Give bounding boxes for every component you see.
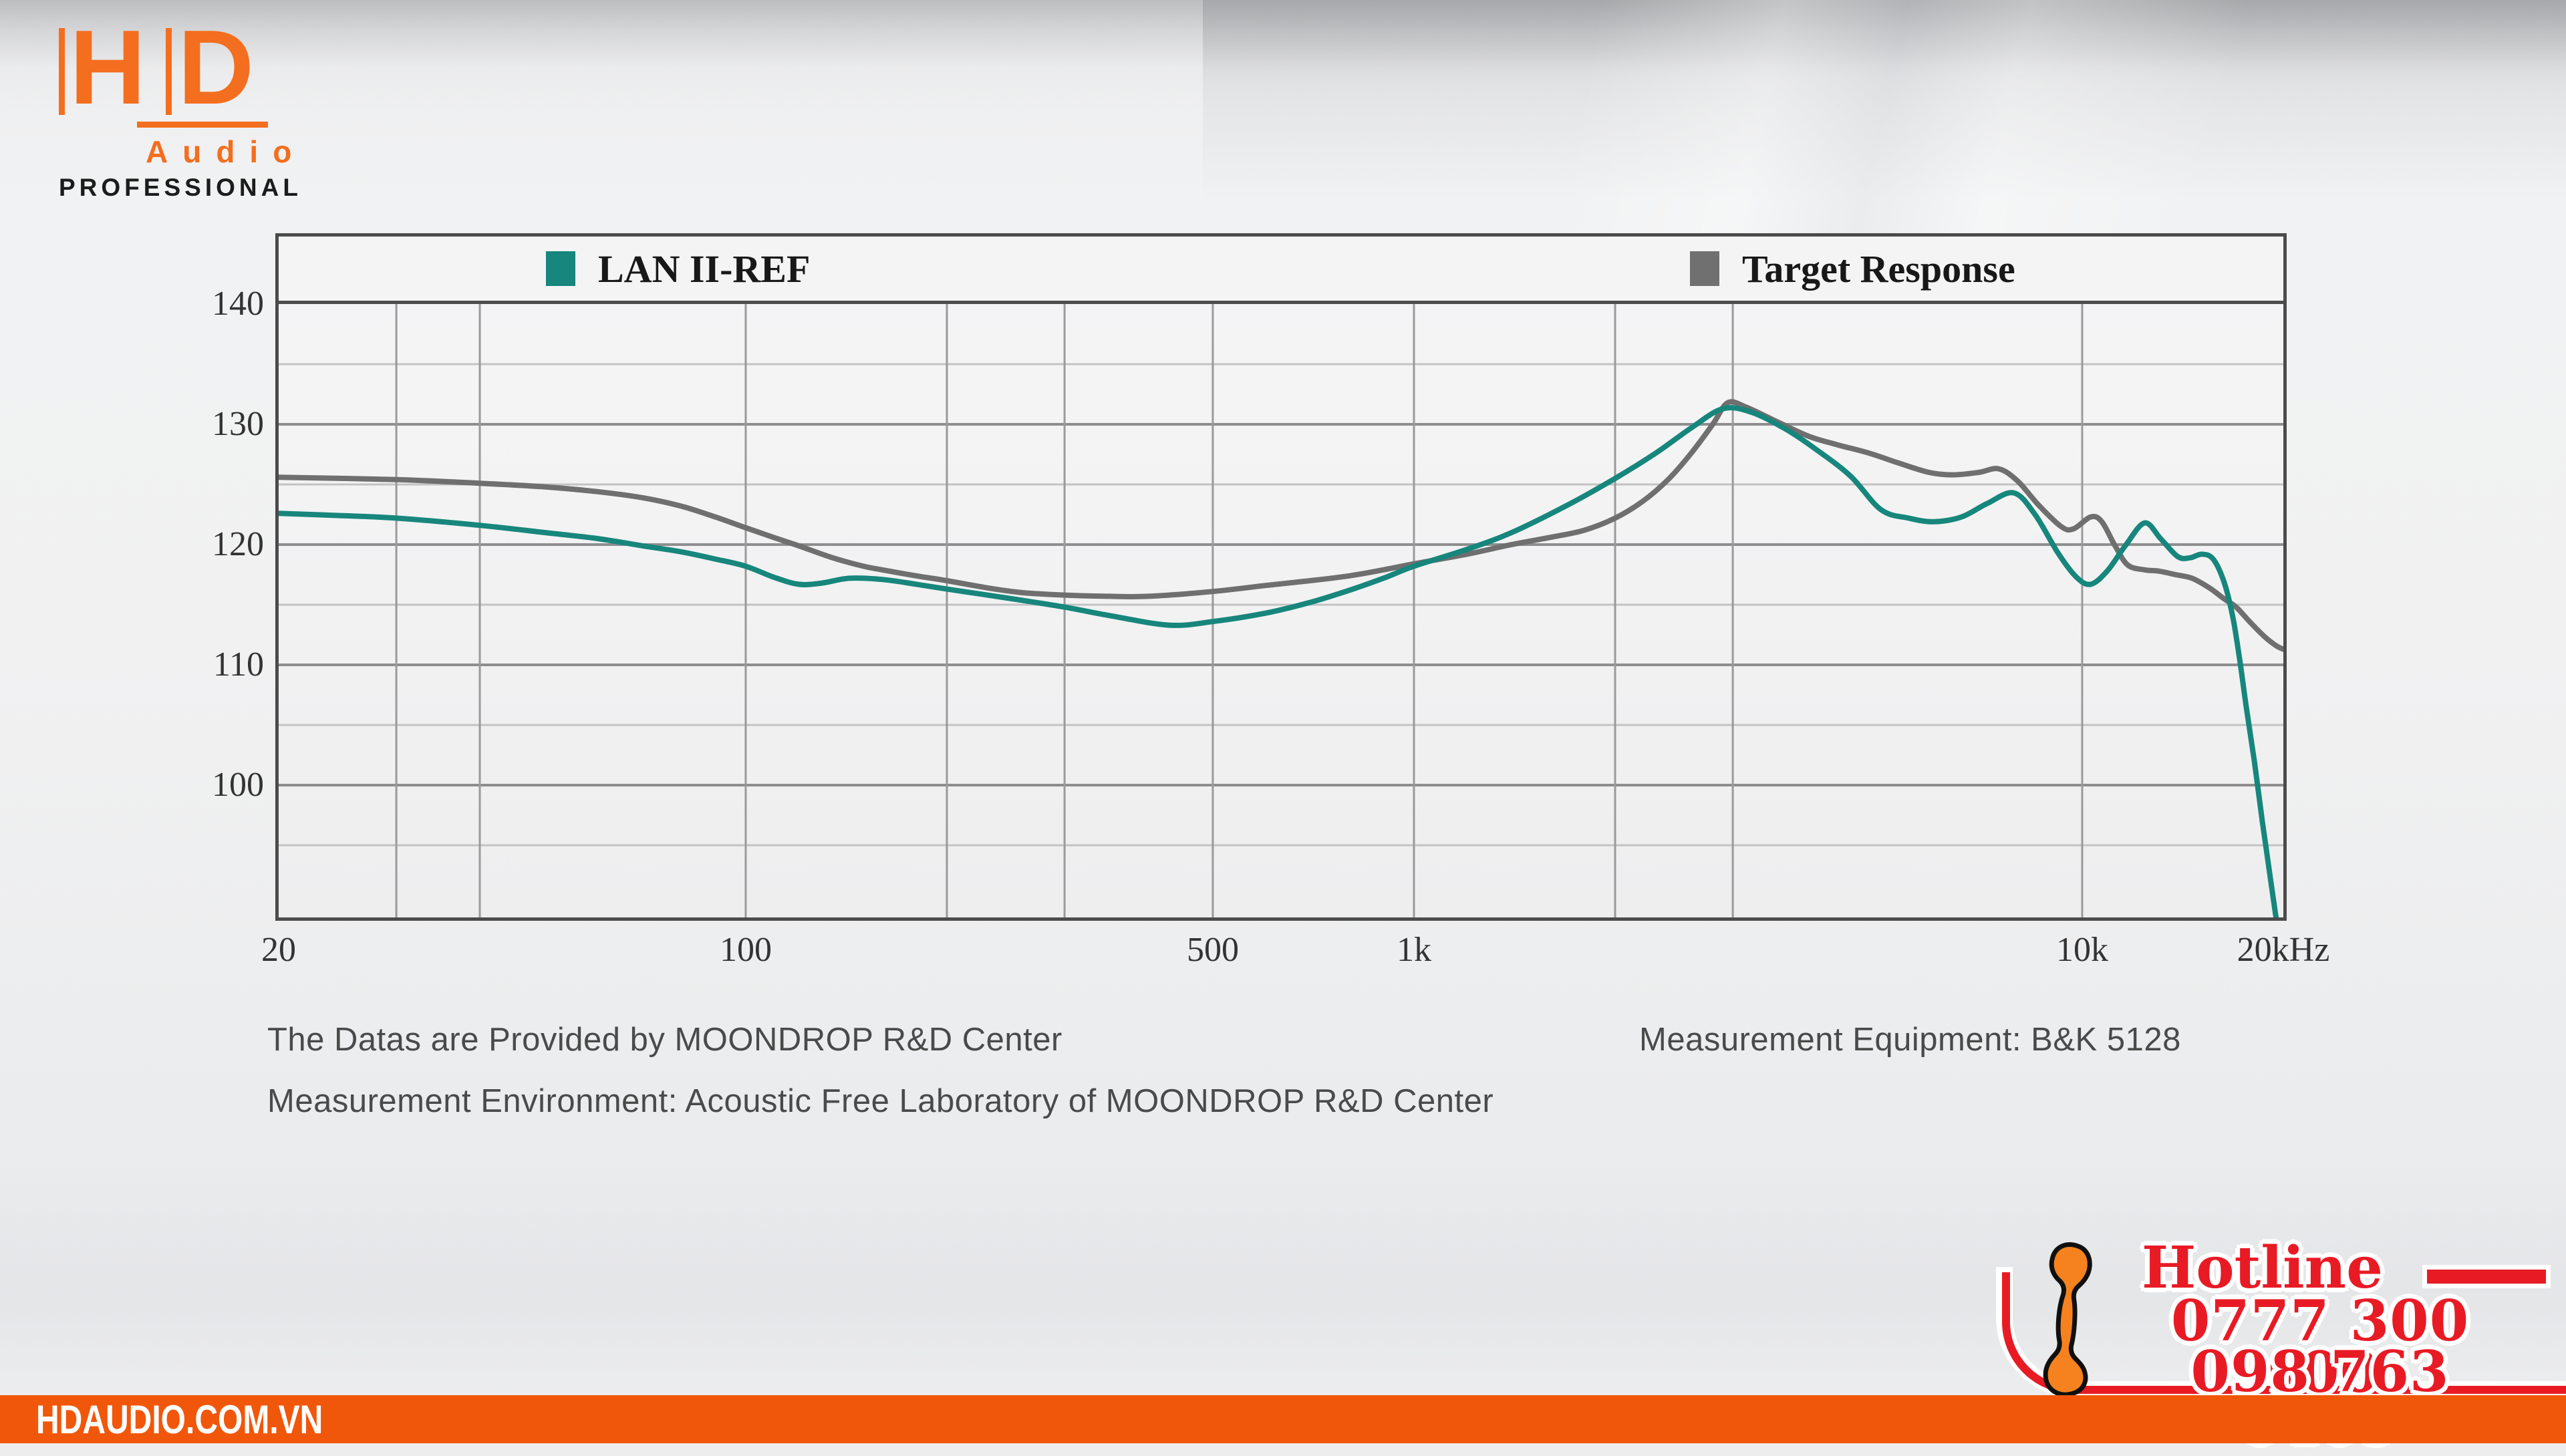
hotline-phone-1: 0777 300 400 (2170, 1288, 2470, 1405)
legend-swatch-teal (546, 251, 575, 286)
x-tick-label-100: 100 (719, 931, 772, 969)
curve-target-response (276, 399, 2286, 652)
hotline-dash (2427, 1270, 2546, 1284)
legend-swatch-gray (1690, 251, 1719, 286)
frequency-response-chart: LAN II-REF Target Response (275, 233, 2287, 921)
x-tick-label-10k: 10k (2055, 931, 2108, 969)
legend-label-lan-ii-ref: LAN II-REF (598, 247, 811, 291)
legend-entry-lan-ii-ref: LAN II-REF (546, 237, 810, 301)
footer-website: HDAUDIO.COM.VN (36, 1397, 323, 1442)
logo-audio-text: Audio (146, 134, 307, 169)
curve-lan-ii-ref (276, 405, 2279, 920)
x-tick-label-20: 20 (261, 931, 296, 969)
y-tick-label-130: 130 (212, 405, 264, 443)
logo-mid-bar (166, 28, 172, 115)
phone-handset-icon (2043, 1242, 2092, 1397)
frequency-response-plot-svg (276, 304, 2286, 920)
logo-professional-text: PROFESSIONAL (59, 174, 302, 201)
y-tick-label-100: 100 (212, 766, 264, 804)
legend-label-target-response: Target Response (1742, 247, 2015, 291)
background-top-shadow (0, 0, 2566, 114)
background-bottom-shading (0, 1176, 2566, 1397)
x-tick-label-500: 500 (1186, 931, 1239, 969)
legend-entry-target-response: Target Response (1690, 237, 2015, 301)
hotline-label: Hotline (2142, 1234, 2383, 1302)
annotation-provided-by: The Datas are Provided by MOONDROP R&D C… (267, 1022, 1062, 1058)
x-tick-label-1k: 1k (1396, 931, 1431, 969)
logo-underline (137, 122, 268, 128)
y-tick-label-120: 120 (212, 525, 264, 563)
chart-plot-area (276, 304, 2286, 920)
y-tick-label-140: 140 (212, 285, 264, 323)
x-tick-label-20kHz: 20kHz (2237, 931, 2330, 969)
chart-legend-band: LAN II-REF Target Response (279, 237, 2283, 304)
logo-left-bar (59, 28, 65, 115)
annotation-environment: Measurement Environment: Acoustic Free L… (267, 1083, 1494, 1119)
logo-letter-d: D (178, 9, 255, 126)
logo-hd-row: H D (59, 9, 380, 126)
background-top-right-shadow (1203, 0, 2566, 200)
y-tick-label-110: 110 (212, 645, 264, 684)
annotation-equipment: Measurement Equipment: B&K 5128 (1639, 1022, 2181, 1058)
footer-bar: HDAUDIO.COM.VN (0, 1395, 2566, 1443)
logo-letter-h: H (69, 9, 146, 126)
hd-audio-logo: H D Audio PROFESSIONAL (59, 9, 380, 201)
